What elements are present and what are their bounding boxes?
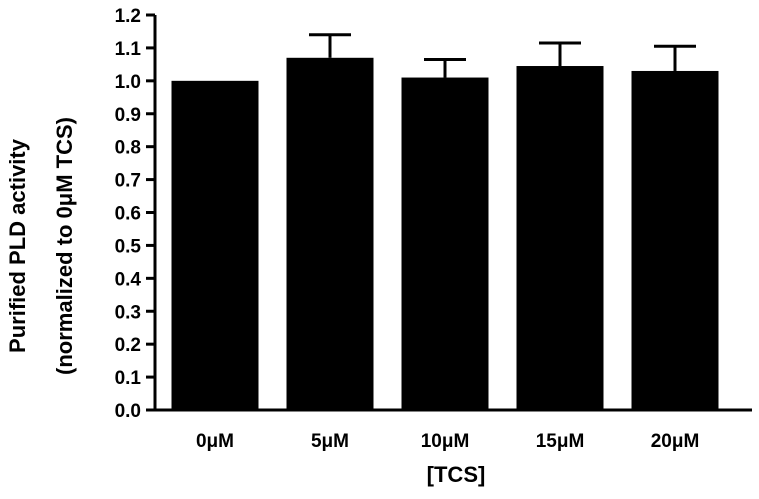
- bar-series: [171, 33, 719, 411]
- y-axis-title-line-2: (normalized to 0μM TCS): [52, 117, 77, 375]
- y-tick-label: 0.5: [115, 236, 142, 257]
- y-tick-label: 0.3: [115, 302, 141, 323]
- y-tick-label: 0.7: [115, 171, 141, 192]
- y-tick-label: 1.0: [115, 72, 141, 93]
- bar: [516, 66, 604, 410]
- y-tick-label: 0.0: [115, 401, 141, 422]
- x-axis-title: [TCS]: [427, 462, 486, 487]
- y-tick-label: 0.6: [115, 204, 141, 225]
- y-axis: 0.0 0.1 0.2 0.3 0.4 0.5 0.6 0.7 0.8 0.9 1.0 1.1 1.2: [115, 6, 157, 422]
- y-tick-label: 1.1: [115, 39, 142, 60]
- bar: [631, 70, 719, 410]
- y-tick-label: 1.2: [115, 6, 141, 27]
- bar: [286, 57, 374, 411]
- x-tick-label: 10μM: [421, 431, 470, 452]
- bar: [401, 77, 489, 411]
- y-tick-label: 0.9: [115, 105, 141, 126]
- y-tick-label: 0.4: [115, 269, 142, 290]
- y-axis-title: Purified PLD activity: [5, 138, 30, 353]
- y-tick-label: 0.2: [115, 335, 141, 356]
- x-tick-label: 0μM: [196, 431, 234, 452]
- x-tick-label: 20μM: [651, 431, 700, 452]
- y-axis-title-line-1: Purified PLD activity: [5, 138, 30, 353]
- x-tick-label: 5μM: [311, 431, 349, 452]
- x-tick-label: 15μM: [536, 431, 585, 452]
- y-axis-title-sub: (normalized to 0μM TCS): [52, 117, 77, 375]
- x-axis: 0μM 5μM 10μM 15μM 20μM: [154, 408, 752, 452]
- y-tick-label: 0.1: [115, 368, 142, 389]
- bar: [171, 80, 259, 410]
- y-tick-label: 0.8: [115, 138, 141, 159]
